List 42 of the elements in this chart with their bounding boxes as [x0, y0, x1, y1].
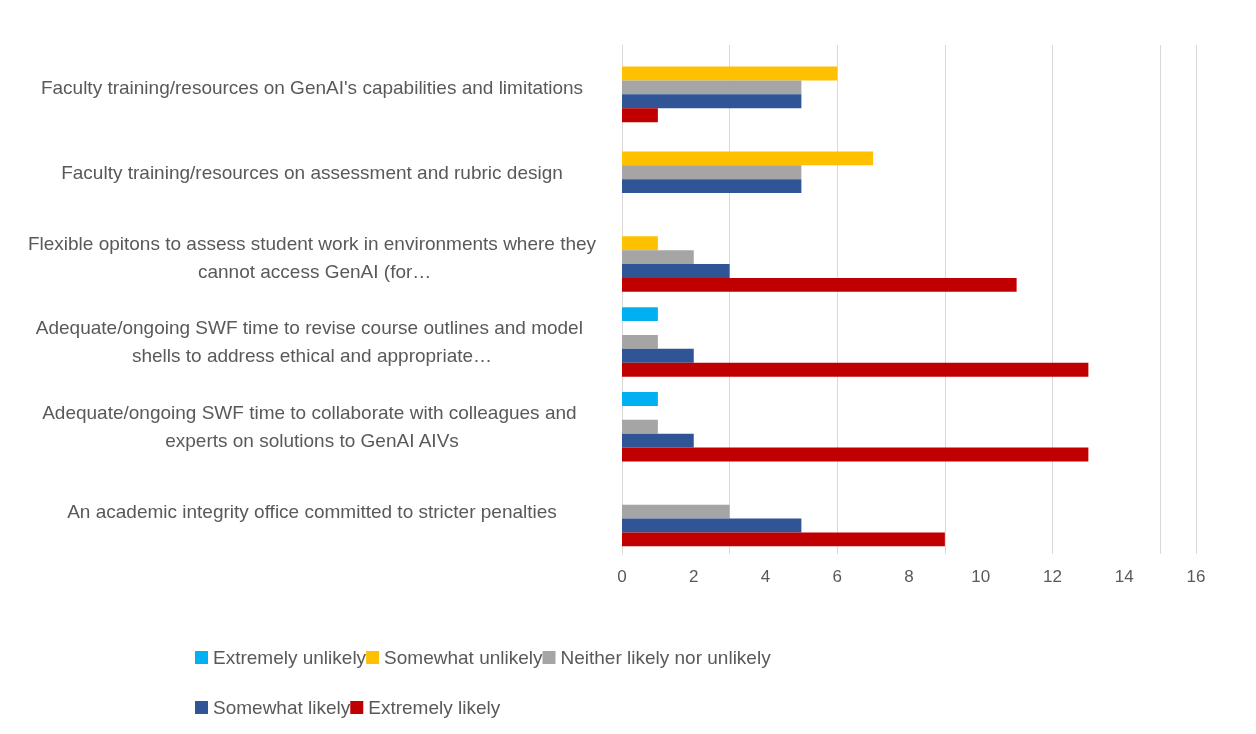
bar	[622, 334, 658, 349]
y-tick-label: Adequate/ongoing SWF time to collaborate with colleagues and experts on solutions to GenAI AIVs	[42, 402, 582, 452]
legend-label: Neither likely nor unlikely	[560, 647, 772, 668]
legend-label: Extremely unlikely	[213, 647, 367, 668]
bar	[622, 151, 874, 166]
bar	[622, 518, 802, 533]
bar	[622, 348, 694, 363]
bar	[622, 362, 1089, 377]
x-tick-label: 8	[904, 567, 914, 586]
x-tick-label: 6	[832, 567, 842, 586]
y-tick-label: Faculty training/resources on assessment and rubric design	[61, 161, 563, 183]
x-tick-label: 10	[971, 567, 991, 586]
x-tick-label: 0	[617, 567, 627, 586]
legend-label: Somewhat likely	[213, 697, 351, 718]
bar	[622, 94, 802, 109]
bar	[622, 236, 658, 251]
bar	[622, 66, 838, 81]
x-tick-label: 16	[1186, 567, 1206, 586]
x-tick-label: 2	[689, 567, 699, 586]
y-tick-label: Faculty training/resources on GenAI's capabilities and limitations	[40, 76, 584, 98]
y-tick-label: Adequate/ongoing SWF time to revise course outlines and model shells to address ethical and appropriate…	[35, 317, 589, 367]
bar	[622, 108, 658, 123]
y-tick-label: An academic integrity office committed to stricter penalties	[67, 501, 557, 523]
x-tick-label: 14	[1114, 567, 1134, 586]
bar	[622, 447, 1089, 462]
legend-label: Somewhat unlikely	[384, 647, 544, 668]
bar	[622, 250, 694, 265]
bar	[622, 504, 730, 519]
bar	[622, 391, 658, 406]
x-tick-label: 12	[1043, 567, 1062, 586]
bar	[622, 277, 1017, 292]
bar	[622, 307, 658, 322]
legend-label: Extremely likely	[368, 697, 501, 718]
bar	[622, 179, 802, 194]
bar	[622, 433, 694, 448]
y-tick-label: Flexible opitons to assess student work in environments where they cannot access GenAI (for…	[27, 232, 597, 282]
bar	[622, 532, 945, 547]
bar	[622, 80, 802, 95]
bar	[622, 264, 730, 278]
bar	[622, 419, 658, 434]
bar	[622, 165, 802, 180]
x-tick-label: 4	[760, 567, 771, 586]
